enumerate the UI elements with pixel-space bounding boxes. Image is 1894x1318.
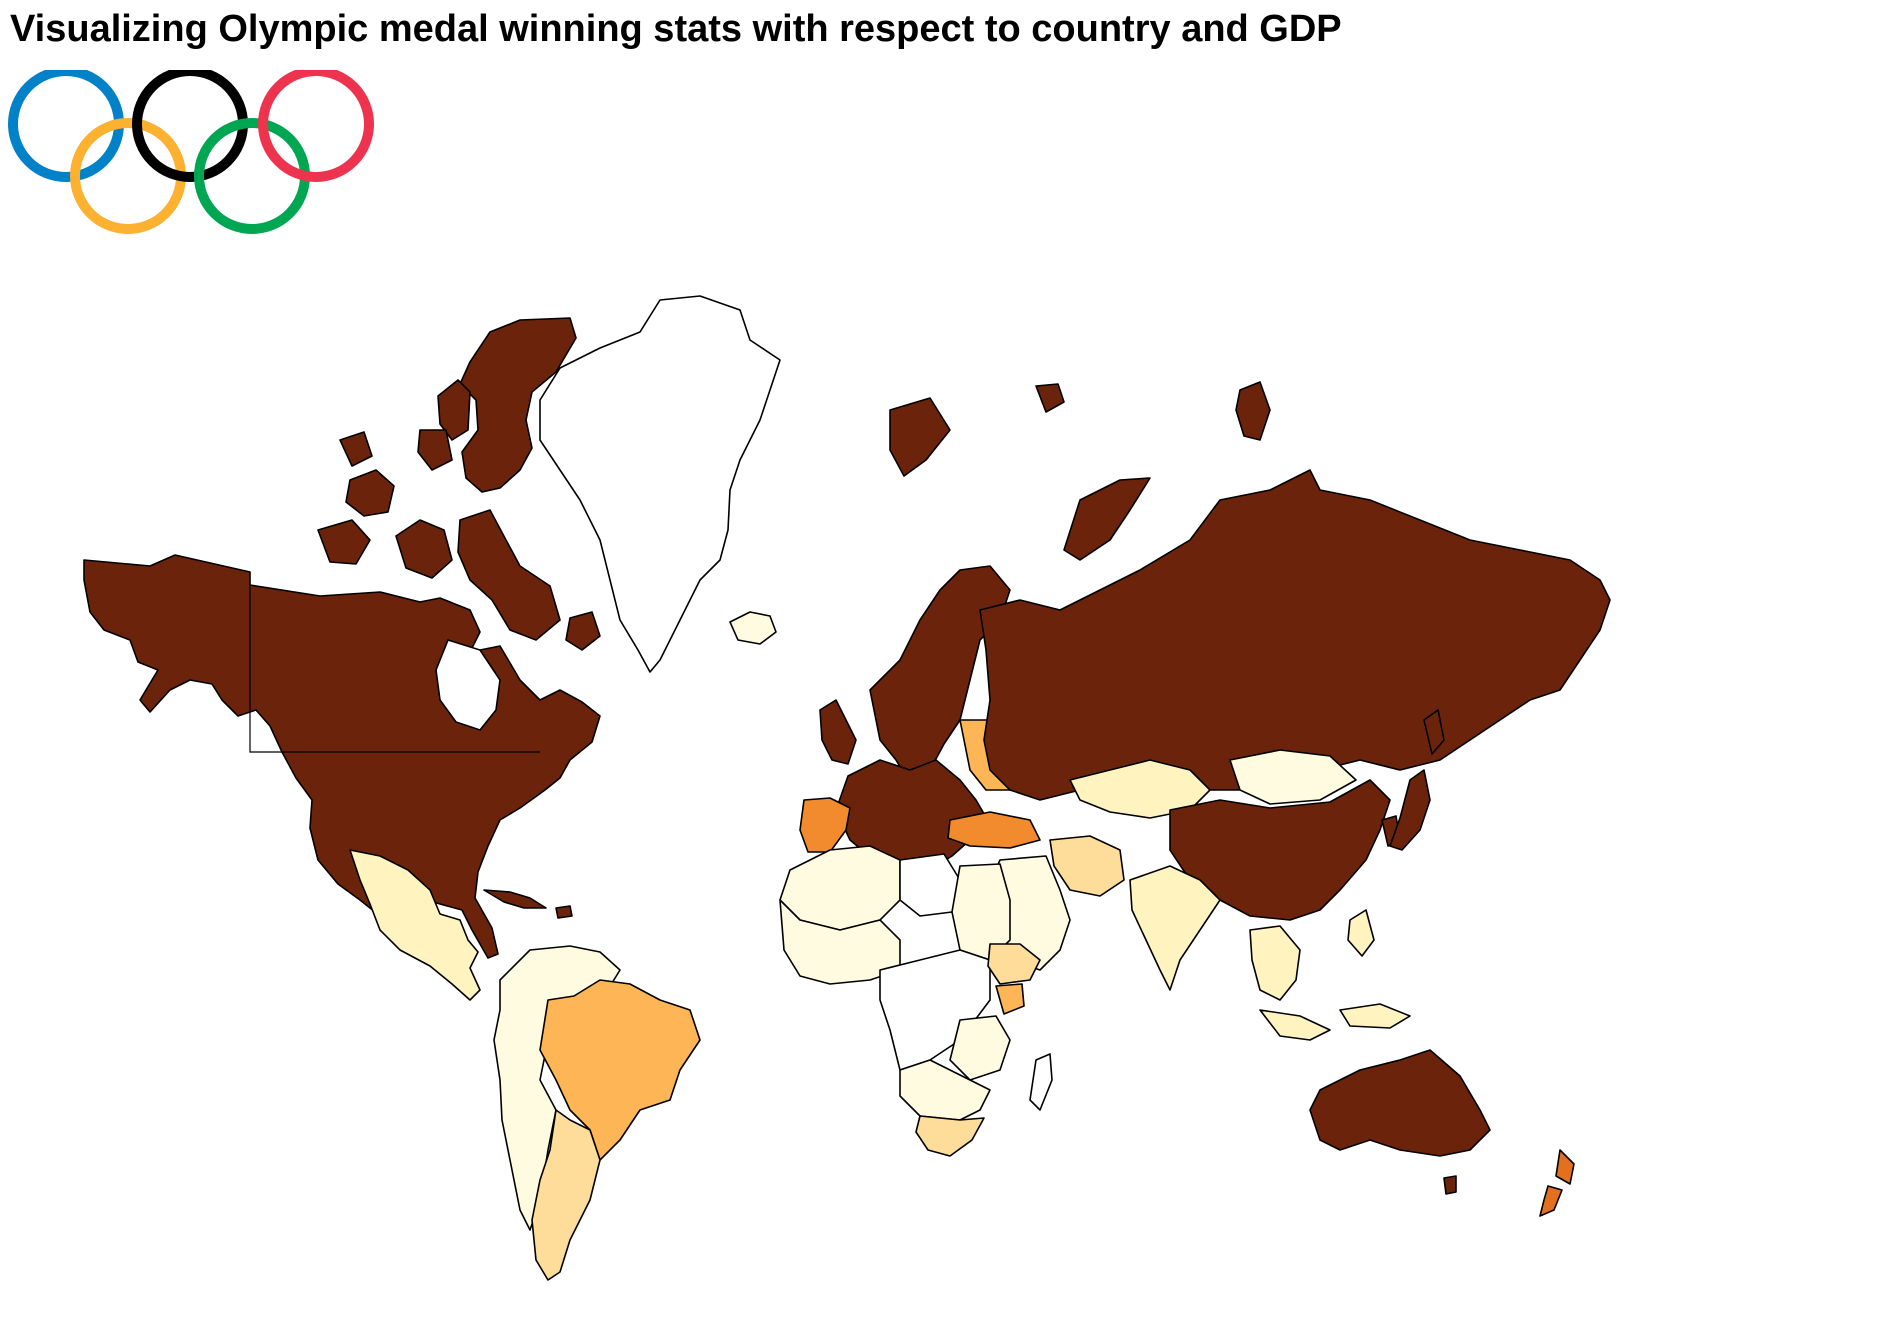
region-south-america-north[interactable]	[493, 945, 621, 1231]
region-libya[interactable]	[899, 853, 961, 917]
hudson-bay	[435, 639, 501, 731]
region-southeast-asia[interactable]	[1347, 909, 1375, 957]
region-australia[interactable]	[1309, 1049, 1491, 1157]
region-caribbean[interactable]	[555, 905, 573, 919]
region-australia[interactable]	[1443, 1175, 1457, 1195]
region-europe[interactable]	[1035, 383, 1065, 413]
region-mexico[interactable]	[349, 849, 481, 1001]
region-japan[interactable]	[1389, 769, 1431, 851]
region-north-america[interactable]	[345, 469, 395, 517]
region-caribbean[interactable]	[483, 889, 547, 909]
region-spain[interactable]	[799, 797, 851, 853]
region-southeast-asia[interactable]	[1259, 1009, 1331, 1041]
region-new-zealand[interactable]	[1555, 1149, 1575, 1185]
region-europe[interactable]	[819, 699, 857, 765]
ring-red	[258, 70, 374, 182]
olympic-rings-logo	[8, 70, 374, 234]
region-north-america[interactable]	[417, 429, 453, 471]
region-madagascar[interactable]	[1029, 1053, 1053, 1111]
region-brazil[interactable]	[539, 979, 701, 1161]
region-east-africa[interactable]	[949, 1015, 1011, 1081]
region-north-america[interactable]	[339, 431, 373, 467]
region-kazakhstan[interactable]	[1069, 759, 1211, 819]
region-mongolia[interactable]	[1229, 749, 1357, 805]
region-southern-africa[interactable]	[899, 1059, 991, 1121]
region-russia[interactable]	[1235, 381, 1271, 441]
region-north-america[interactable]	[565, 611, 601, 651]
region-ethiopia[interactable]	[987, 943, 1041, 985]
region-russia[interactable]	[979, 469, 1611, 801]
page-title: Visualizing Olympic medal winning stats …	[10, 8, 1342, 50]
region-new-zealand[interactable]	[1539, 1185, 1563, 1217]
region-russia[interactable]	[1063, 477, 1151, 561]
region-kenya[interactable]	[995, 983, 1025, 1015]
region-north-america[interactable]	[317, 519, 371, 565]
region-europe[interactable]	[889, 397, 951, 477]
region-north-america[interactable]	[395, 519, 453, 579]
region-iceland[interactable]	[729, 611, 777, 645]
region-north-america[interactable]	[437, 379, 471, 441]
region-argentina[interactable]	[531, 1109, 601, 1281]
region-turkey[interactable]	[947, 811, 1041, 849]
region-north-america[interactable]	[457, 509, 561, 641]
region-greenland[interactable]	[539, 295, 781, 673]
border-usa-canada	[249, 585, 540, 753]
region-southeast-asia[interactable]	[1339, 1003, 1411, 1029]
region-japan[interactable]	[1423, 709, 1445, 755]
region-india[interactable]	[1129, 865, 1221, 991]
region-southeast-asia[interactable]	[1249, 925, 1301, 1001]
region-south-africa[interactable]	[915, 1115, 985, 1157]
region-north-america[interactable]	[459, 317, 577, 493]
region-iran[interactable]	[1049, 835, 1125, 897]
